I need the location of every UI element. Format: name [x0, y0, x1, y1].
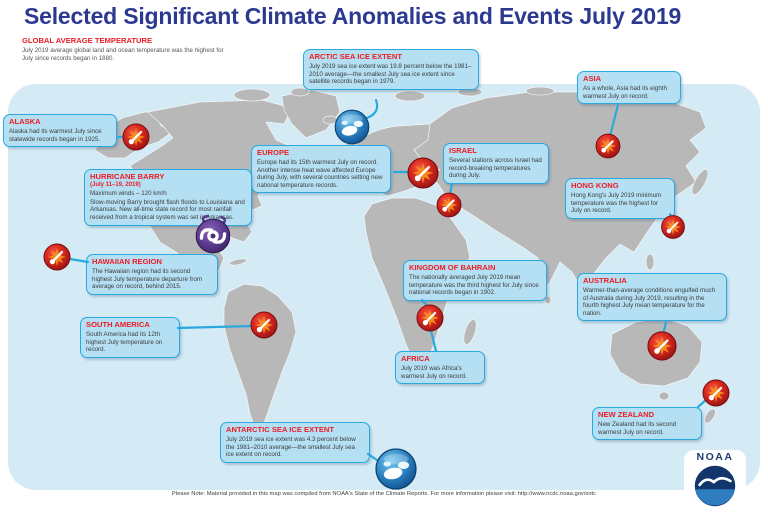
callout-africa-title: AFRICA	[401, 354, 430, 363]
landmass-arctic-island-3	[525, 86, 555, 96]
callout-south-america-title: SOUTH AMERICA	[86, 320, 150, 329]
callout-arctic-body: July 2019 sea ice extent was 19.8 percen…	[309, 63, 472, 86]
landmass-cuba	[228, 258, 248, 266]
callout-australia-title: AUSTRALIA	[583, 276, 627, 285]
landmass-arctic-island-1	[394, 90, 426, 102]
callout-israel: ISRAEL Several stations across Israel ha…	[443, 143, 549, 184]
page-title: Selected Significant Climate Anomalies a…	[24, 3, 682, 29]
landmass-tasmania	[658, 391, 670, 401]
callout-africa: AFRICA July 2019 was Africa's warmest Ju…	[395, 351, 485, 385]
callout-south-america-body: South America had its 12th highest July …	[86, 331, 163, 354]
callout-australia-body: Warmer-than-average conditions engulfed …	[583, 287, 716, 317]
callout-antarctic-title: ANTARCTIC SEA ICE EXTENT	[226, 425, 335, 434]
callout-hong-kong-title: HONG KONG	[571, 181, 619, 190]
callout-new-zealand-body: New Zealand had its second warmest July …	[598, 421, 677, 436]
callout-israel-body: Several stations across Israel had recor…	[449, 157, 542, 180]
callout-hurricane-barry: HURRICANE BARRY (July 11–19, 2019) Maxim…	[84, 169, 252, 226]
callout-arctic-title: ARCTIC SEA ICE EXTENT	[309, 52, 402, 61]
callout-hong-kong: HONG KONG Hong Kong's July 2019 minimum …	[565, 178, 675, 219]
callout-europe-body: Europe had its 15th warmest July on reco…	[257, 159, 383, 189]
landmass-asia	[413, 91, 707, 293]
landmass-philippines	[645, 253, 655, 271]
callout-asia-title: ASIA	[583, 74, 602, 83]
callout-antarctic-body: July 2019 sea ice extent was 4.3 percent…	[226, 436, 356, 459]
noaa-logo: NOAA	[684, 450, 746, 514]
noaa-emblem-icon	[693, 463, 737, 508]
footer-note: Please Note: Material provided in this m…	[171, 491, 597, 497]
callout-bahrain-body: The nationally averaged July 2019 mean t…	[409, 274, 539, 297]
callout-global-average-temperature: GLOBAL AVERAGE TEMPERATURE July 2019 ave…	[22, 36, 227, 62]
callout-europe: EUROPE Europe had its 15th warmest July …	[251, 145, 391, 194]
callout-antarctic-sea-ice: ANTARCTIC SEA ICE EXTENT July 2019 sea i…	[220, 422, 370, 463]
landmass-arctic-island-4	[233, 88, 271, 102]
callout-arctic-sea-ice: ARCTIC SEA ICE EXTENT July 2019 sea ice …	[303, 49, 479, 90]
callout-hawaiian-body: The Hawaiian region had its second highe…	[92, 268, 203, 291]
callout-kingdom-of-bahrain: KINGDOM OF BAHRAIN The nationally averag…	[403, 260, 547, 301]
landmass-greenland	[281, 89, 341, 139]
callout-alaska: ALASKA Alaska had its warmest July since…	[3, 114, 117, 148]
callout-hong-kong-body: Hong Kong's July 2019 minimum temperatur…	[571, 192, 662, 215]
callout-europe-title: EUROPE	[257, 148, 290, 157]
callout-hurricane-title: HURRICANE BARRY	[90, 172, 165, 181]
landmass-japan	[691, 169, 709, 195]
callout-global-title: GLOBAL AVERAGE TEMPERATURE	[22, 36, 153, 45]
landmass-madagascar	[463, 319, 477, 345]
callout-asia-body: As a whole, Asia had its eighth warmest …	[583, 85, 667, 100]
callout-asia: ASIA As a whole, Asia had its eighth war…	[577, 71, 681, 105]
callout-hurricane-body: Slow-moving Barry brought flash floods t…	[90, 198, 245, 221]
landmass-sri-lanka	[544, 295, 552, 305]
noaa-logo-text: NOAA	[696, 451, 734, 463]
landmass-iceland	[322, 115, 338, 125]
callout-alaska-title: ALASKA	[9, 117, 41, 126]
callout-hurricane-winds: Maximum winds – 120 km/h	[90, 189, 167, 197]
callout-hurricane-dates: (July 11–19, 2019)	[90, 181, 141, 188]
callout-israel-title: ISRAEL	[449, 146, 477, 155]
callout-south-america: SOUTH AMERICA South America had its 12th…	[80, 317, 180, 358]
callout-hawaiian-title: HAWAIIAN REGION	[92, 257, 163, 266]
callout-bahrain-title: KINGDOM OF BAHRAIN	[409, 263, 496, 272]
callout-new-zealand-title: NEW ZEALAND	[598, 410, 655, 419]
callout-alaska-body: Alaska had its warmest July since statew…	[9, 128, 102, 143]
callout-africa-body: July 2019 was Africa's warmest July on r…	[401, 365, 467, 380]
callout-new-zealand: NEW ZEALAND New Zealand had its second w…	[592, 407, 702, 441]
landmass-new-zealand-south	[704, 408, 716, 424]
landmass-arctic-island-5	[290, 87, 310, 97]
callout-hawaiian-region: HAWAIIAN REGION The Hawaiian region had …	[86, 254, 218, 295]
callout-australia: AUSTRALIA Warmer-than-average conditions…	[577, 273, 727, 322]
callout-global-body: July 2019 average global land and ocean …	[22, 47, 224, 62]
